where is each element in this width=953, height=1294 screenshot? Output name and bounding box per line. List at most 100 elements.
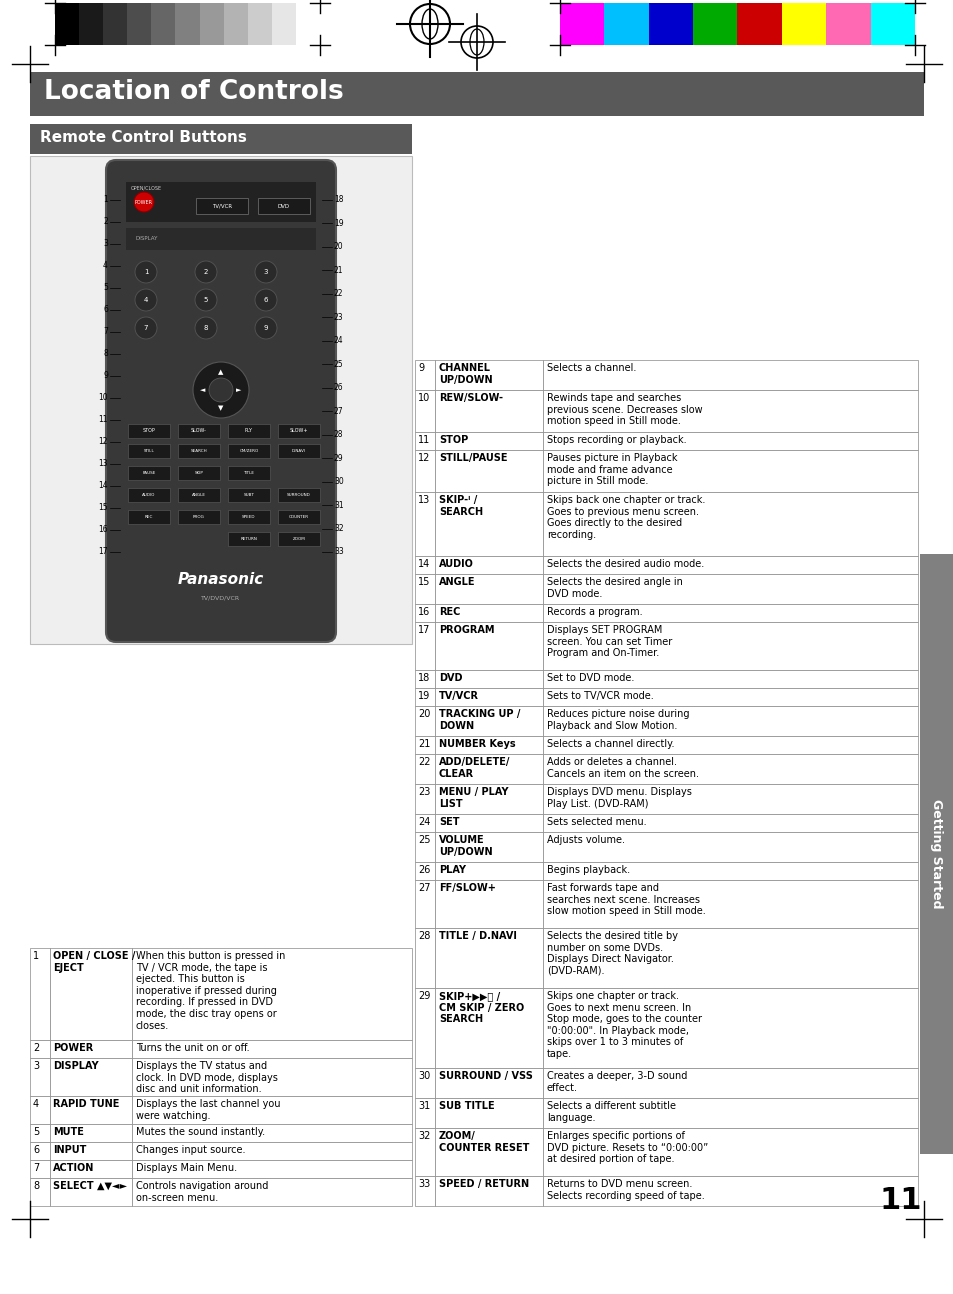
Text: D.NAVI: D.NAVI [292,449,306,453]
Bar [50,1143,132,1159]
Bar [152,3,175,45]
Bar [415,622,435,670]
Text: Records a program.: Records a program. [546,607,642,617]
Bar [50,1096,132,1124]
Text: 7: 7 [144,325,148,331]
Text: 14: 14 [417,559,430,569]
Text: 1: 1 [33,951,39,961]
Text: SELECT ▲▼◄►: SELECT ▲▼◄► [53,1181,127,1190]
Text: Displays the TV status and
clock. In DVD mode, displays
disc and unit informatio: Displays the TV status and clock. In DVD… [136,1061,277,1095]
Bar [435,832,542,862]
Bar [30,1178,50,1206]
Bar [128,488,170,502]
Bar [127,3,152,45]
Bar [248,3,272,45]
Text: Creates a deeper, 3-D sound
effect.: Creates a deeper, 3-D sound effect. [546,1071,687,1092]
Bar [50,1124,132,1143]
Text: When this button is pressed in
TV / VCR mode, the tape is
ejected. This button i: When this button is pressed in TV / VCR … [136,951,285,1030]
Bar [415,862,435,880]
Text: PROG: PROG [193,515,205,519]
Text: Getting Started: Getting Started [929,800,943,908]
Text: VOLUME
UP/DOWN: VOLUME UP/DOWN [438,835,492,857]
Text: 24: 24 [334,336,343,345]
Text: PROGRAM: PROGRAM [438,625,494,635]
Bar [542,989,917,1068]
Bar [435,432,542,450]
Text: SLOW+: SLOW+ [290,428,308,433]
Circle shape [135,317,157,339]
Text: 29: 29 [334,454,343,463]
Text: Displays DVD menu. Displays
Play List. (DVD-RAM): Displays DVD menu. Displays Play List. (… [546,787,691,809]
Bar [132,1178,412,1206]
Text: DVD: DVD [438,673,462,683]
Bar [132,1159,412,1178]
Text: REC: REC [438,607,460,617]
Bar [132,1143,412,1159]
Bar [542,880,917,928]
Bar [228,444,270,458]
Text: 13: 13 [417,496,430,505]
Bar [415,492,435,556]
Bar [30,124,412,154]
Bar [415,989,435,1068]
Text: 20: 20 [417,709,430,719]
Bar [542,604,917,622]
Text: 8: 8 [103,349,108,358]
Text: ▼: ▼ [218,405,223,411]
Bar [542,389,917,432]
Bar [542,360,917,389]
Bar [435,736,542,754]
Text: SUB TITLE: SUB TITLE [438,1101,494,1112]
Bar [223,3,248,45]
Text: 6: 6 [103,305,108,314]
Text: Adjusts volume.: Adjusts volume. [546,835,624,845]
Text: OPEN / CLOSE /
EJECT: OPEN / CLOSE / EJECT [53,951,135,973]
Text: SKIP-ᑊ /
SEARCH: SKIP-ᑊ / SEARCH [438,496,482,516]
Bar [435,492,542,556]
Bar [415,1176,435,1206]
Bar [415,880,435,928]
Bar [542,575,917,604]
Bar [542,556,917,575]
Text: PAUSE: PAUSE [142,471,155,475]
Text: STILL/PAUSE: STILL/PAUSE [438,453,507,463]
Bar [178,488,220,502]
Bar [435,880,542,928]
Bar [542,814,917,832]
Text: Enlarges specific portions of
DVD picture. Resets to “0:00:00”
at desired portio: Enlarges specific portions of DVD pictur… [546,1131,707,1165]
Bar [542,670,917,688]
Text: 20: 20 [334,242,343,251]
Text: ZOOM/
COUNTER RESET: ZOOM/ COUNTER RESET [438,1131,529,1153]
Text: TITLE: TITLE [243,471,254,475]
Text: NUMBER Keys: NUMBER Keys [438,739,515,749]
Bar [415,736,435,754]
Text: Begins playback.: Begins playback. [546,864,630,875]
Bar [542,754,917,784]
Bar [128,466,170,480]
Text: SKIP: SKIP [194,471,203,475]
Circle shape [254,261,276,283]
Bar [199,3,223,45]
Bar [30,157,412,644]
Bar [693,3,737,45]
Text: 22: 22 [417,757,430,767]
Bar [415,360,435,389]
Text: 25: 25 [417,835,430,845]
Bar [228,424,270,437]
Text: STOP: STOP [438,435,468,445]
Bar [435,575,542,604]
Text: MENU / PLAY
LIST: MENU / PLAY LIST [438,787,508,809]
Text: 21: 21 [417,739,430,749]
Bar [50,1058,132,1096]
Bar [277,444,319,458]
Text: SURROUND / VSS: SURROUND / VSS [438,1071,533,1080]
Text: 15: 15 [98,503,108,512]
Bar [132,1096,412,1124]
Text: Selects a channel.: Selects a channel. [546,364,636,373]
Text: ANGLE: ANGLE [438,577,475,587]
Bar [415,688,435,707]
Text: SKIP+▶▶ᑋ /
CM SKIP / ZERO
SEARCH: SKIP+▶▶ᑋ / CM SKIP / ZERO SEARCH [438,991,524,1024]
Text: POWER: POWER [53,1043,93,1053]
Bar [435,989,542,1068]
Bar [30,1143,50,1159]
